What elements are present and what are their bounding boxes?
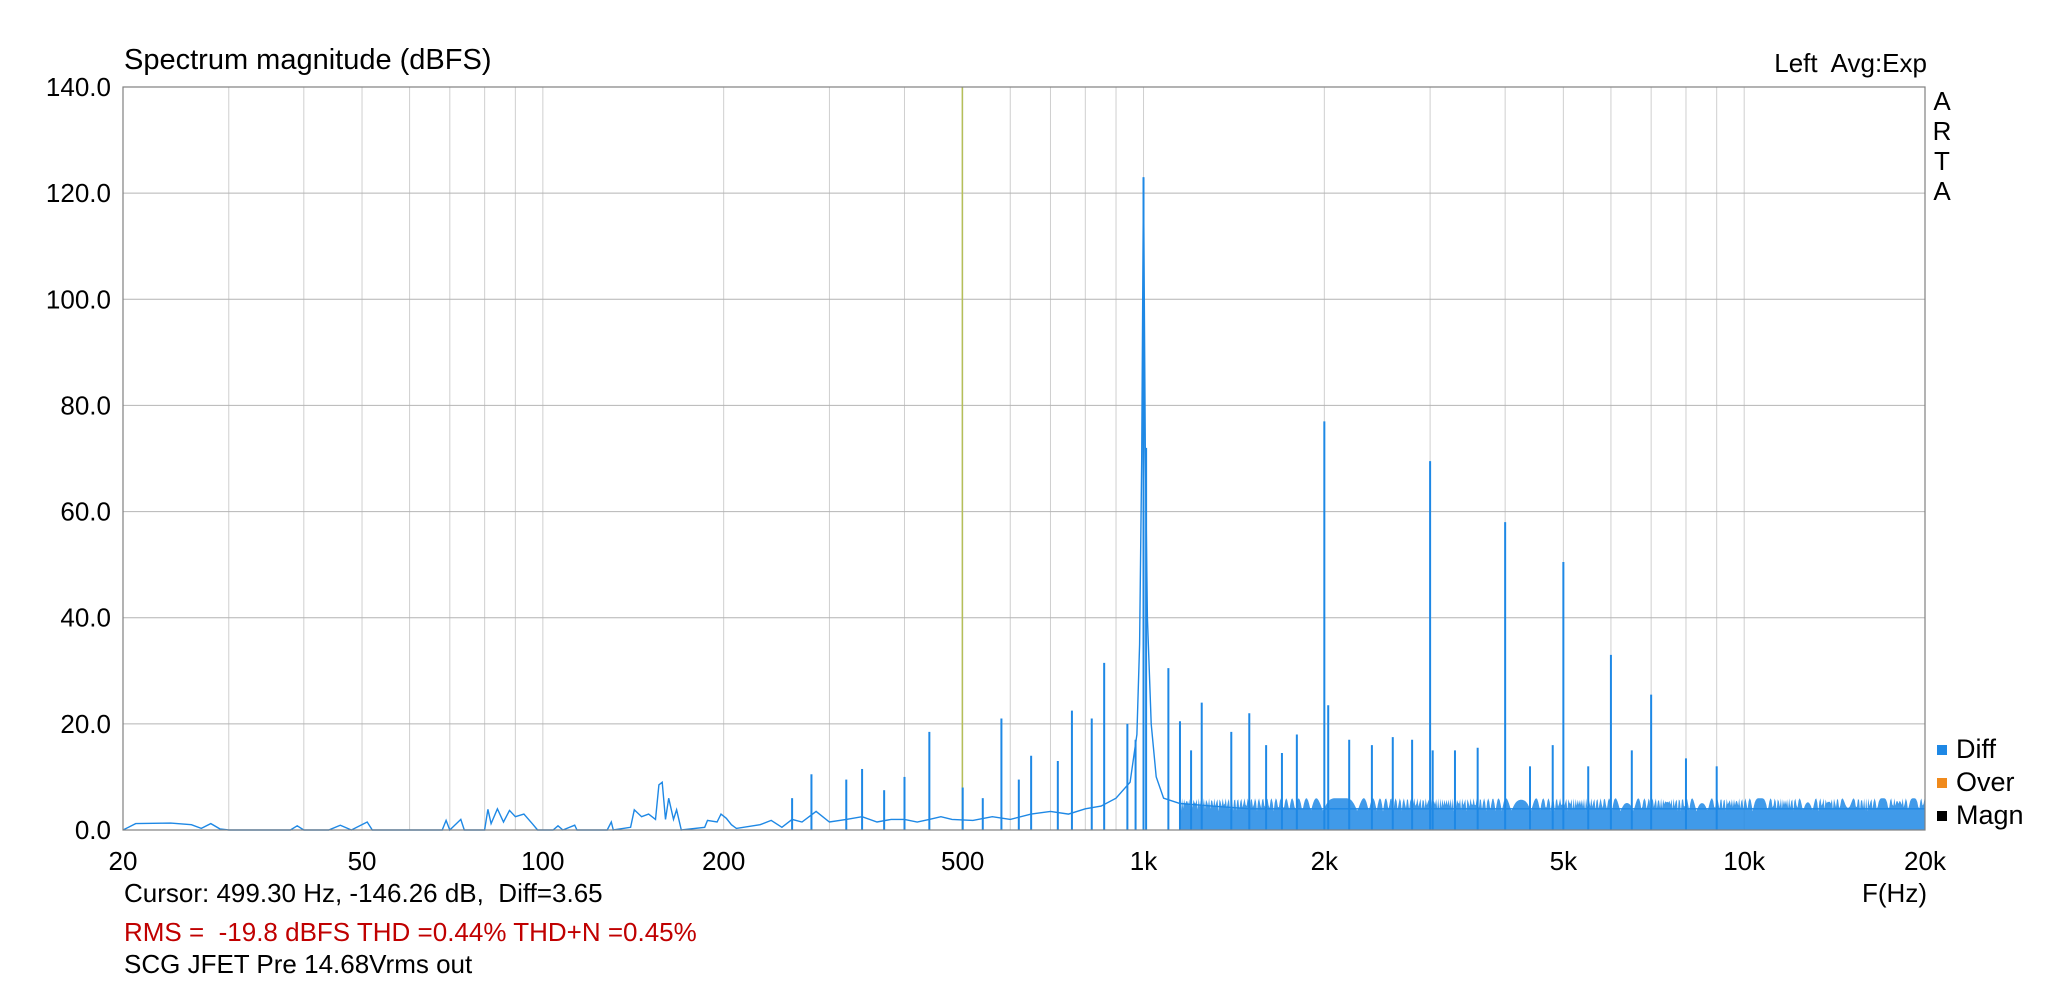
x-tick-label: 500 [941, 846, 984, 876]
x-tick-label: 1k [1130, 846, 1158, 876]
legend-label: Diff [1956, 734, 1997, 764]
y-tick-label: 100.0 [46, 284, 111, 314]
legend-item-magn[interactable]: Magn [1937, 799, 2024, 832]
legend-swatch [1937, 777, 1947, 788]
legend-swatch [1937, 810, 1947, 821]
brand-letter: T [1934, 146, 1950, 176]
x-tick-label: 5k [1550, 846, 1578, 876]
channel-average-label: Left Avg:Exp [1774, 48, 1927, 78]
plot-frame [122, 86, 1926, 831]
x-tick-label: 20 [109, 846, 138, 876]
chart-title: Spectrum magnitude (dBFS) [124, 44, 492, 76]
cursor-readout: Cursor: 499.30 Hz, -146.26 dB, Diff=3.65 [124, 878, 603, 908]
legend-swatch [1937, 744, 1947, 755]
x-tick-label: 2k [1311, 846, 1339, 876]
brand-letter: A [1933, 176, 1951, 206]
legend-label: Over [1956, 767, 2015, 797]
x-tick-label: 10k [1723, 846, 1766, 876]
x-tick-label: 200 [702, 846, 745, 876]
y-tick-label: 60.0 [60, 497, 111, 527]
y-tick-label: 40.0 [60, 603, 111, 633]
x-tick-label: 20k [1904, 846, 1947, 876]
y-tick-label: 120.0 [46, 178, 111, 208]
y-tick-labels: 0.0 20.0 40.0 60.0 80.0 100.0 120.0 140.0 [46, 72, 111, 845]
legend: Diff Over Magn [1937, 733, 2024, 832]
legend-item-over[interactable]: Over [1937, 766, 2024, 799]
series-line [122, 177, 1925, 832]
y-tick-label: 140.0 [46, 72, 111, 102]
distortion-stats: RMS = -19.8 dBFS THD =0.44% THD+N =0.45% [124, 917, 697, 947]
x-tick-label: 100 [521, 846, 564, 876]
x-axis-unit: F(Hz) [1862, 878, 1927, 908]
y-tick-label: 0.0 [75, 815, 111, 845]
legend-label: Magn [1956, 800, 2024, 830]
x-tick-label: 50 [348, 846, 377, 876]
chart-grid [123, 87, 1925, 830]
x-tick-labels: 20 50 100 200 500 1k 2k 5k 10k 20k [109, 846, 1947, 876]
arta-brand: A R T A [1930, 86, 1954, 206]
y-tick-label: 80.0 [60, 390, 111, 420]
legend-item-diff[interactable]: Diff [1937, 733, 2024, 766]
brand-letter: R [1932, 116, 1952, 146]
y-tick-label: 20.0 [60, 709, 111, 739]
measurement-caption: SCG JFET Pre 14.68Vrms out [124, 949, 473, 979]
series-diff [122, 177, 1925, 832]
brand-letter: A [1933, 86, 1951, 116]
